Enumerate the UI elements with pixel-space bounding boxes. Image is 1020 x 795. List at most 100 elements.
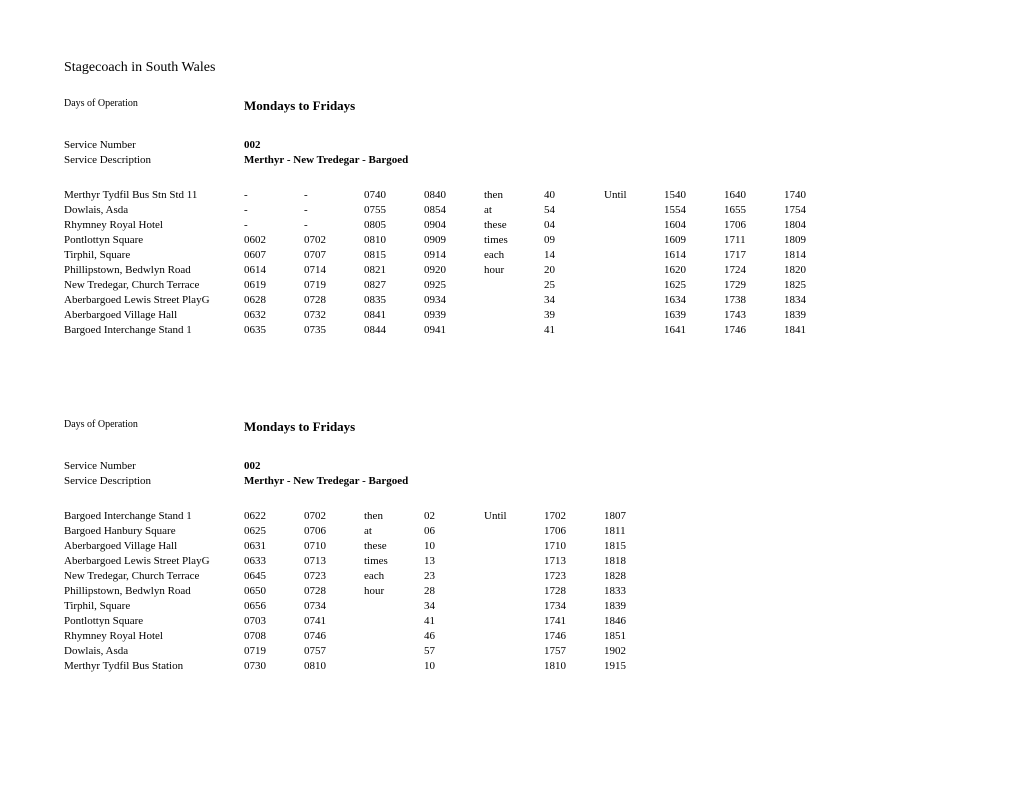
time-cell: 0925 <box>424 279 484 294</box>
time-cell: 1702 <box>544 510 604 525</box>
time-cell: 0625 <box>244 525 304 540</box>
time-cell: - <box>244 189 304 204</box>
time-cell: 41 <box>424 615 484 630</box>
time-cell: 0713 <box>304 555 364 570</box>
time-cell: 25 <box>544 279 604 294</box>
time-cell: Until <box>484 510 544 525</box>
time-cell: these <box>484 219 544 234</box>
time-cell: 1841 <box>784 324 844 339</box>
time-cell: 09 <box>544 234 604 249</box>
time-cell: - <box>244 219 304 234</box>
service-number-label: Service Number <box>64 460 244 472</box>
table-row: New Tredegar, Church Terrace061907190827… <box>64 279 844 294</box>
time-cell: 1828 <box>604 570 664 585</box>
time-cell: 0632 <box>244 309 304 324</box>
time-cell: 1713 <box>544 555 604 570</box>
days-of-operation-label: Days of Operation <box>64 98 244 114</box>
time-cell <box>484 585 544 600</box>
time-cell <box>484 525 544 540</box>
time-cell: 0909 <box>424 234 484 249</box>
service-number-row: Service Number002 <box>64 139 984 151</box>
time-cell: 46 <box>424 630 484 645</box>
time-cell: 0835 <box>364 294 424 309</box>
time-cell: 20 <box>544 264 604 279</box>
days-of-operation-row: Days of OperationMondays to Fridays <box>64 98 984 114</box>
stop-name-cell: Merthyr Tydfil Bus Station <box>64 660 244 675</box>
time-cell: 1743 <box>724 309 784 324</box>
time-cell: 0714 <box>304 264 364 279</box>
time-cell: 0757 <box>304 645 364 660</box>
time-cell: 0746 <box>304 630 364 645</box>
time-cell: 1540 <box>664 189 724 204</box>
table-row: Dowlais, Asda--07550854at54155416551754 <box>64 204 844 219</box>
time-cell: 0723 <box>304 570 364 585</box>
time-cell: - <box>244 204 304 219</box>
timetable-page: Stagecoach in South Wales Days of Operat… <box>0 0 984 795</box>
table-row: Pontlottyn Square070307414117411846 <box>64 615 664 630</box>
stop-name-cell: Aberbargoed Village Hall <box>64 309 244 324</box>
time-cell: 1711 <box>724 234 784 249</box>
time-cell: 0732 <box>304 309 364 324</box>
time-cell: 1655 <box>724 204 784 219</box>
time-cell: 1734 <box>544 600 604 615</box>
time-cell <box>364 615 424 630</box>
time-cell: 1811 <box>604 525 664 540</box>
stop-name-cell: Rhymney Royal Hotel <box>64 630 244 645</box>
time-cell: each <box>364 570 424 585</box>
timetable-section: Days of OperationMondays to FridaysServi… <box>64 419 984 675</box>
time-cell: 0854 <box>424 204 484 219</box>
table-row: Phillipstown, Bedwlyn Road06500728hour28… <box>64 585 664 600</box>
time-cell: 0730 <box>244 660 304 675</box>
time-cell: 0710 <box>304 540 364 555</box>
table-row: Bargoed Hanbury Square06250706at06170618… <box>64 525 664 540</box>
time-cell: 1815 <box>604 540 664 555</box>
time-cell: - <box>304 219 364 234</box>
table-row: Merthyr Tydfil Bus Stn Std 11--07400840t… <box>64 189 844 204</box>
time-cell: 1710 <box>544 540 604 555</box>
table-row: Bargoed Interchange Stand 106220702then0… <box>64 510 664 525</box>
time-cell: 1818 <box>604 555 664 570</box>
sections-container: Days of OperationMondays to Fridays Servi… <box>64 98 984 675</box>
time-cell: 0841 <box>364 309 424 324</box>
table-row: Aberbargoed Village Hall0632073208410939… <box>64 309 844 324</box>
time-cell: 1746 <box>544 630 604 645</box>
time-cell <box>364 645 424 660</box>
stop-name-cell: Aberbargoed Lewis Street PlayG <box>64 294 244 309</box>
time-cell: 0728 <box>304 585 364 600</box>
time-cell: then <box>484 189 544 204</box>
stop-name-cell: Aberbargoed Village Hall <box>64 540 244 555</box>
time-cell: 1738 <box>724 294 784 309</box>
time-cell <box>484 615 544 630</box>
time-cell <box>604 324 664 339</box>
service-description-row: Service DescriptionMerthyr - New Tredega… <box>64 154 984 166</box>
time-cell: these <box>364 540 424 555</box>
time-cell: 0619 <box>244 279 304 294</box>
time-cell: 0941 <box>424 324 484 339</box>
time-cell: 0755 <box>364 204 424 219</box>
time-cell: 0628 <box>244 294 304 309</box>
table-row: Tirphil, Square0607070708150914each14161… <box>64 249 844 264</box>
time-cell: 10 <box>424 540 484 555</box>
time-cell <box>604 294 664 309</box>
stop-name-cell: New Tredegar, Church Terrace <box>64 570 244 585</box>
days-of-operation-label: Days of Operation <box>64 419 244 435</box>
time-cell: 0840 <box>424 189 484 204</box>
stop-name-cell: Dowlais, Asda <box>64 204 244 219</box>
time-cell <box>604 264 664 279</box>
time-cell: 14 <box>544 249 604 264</box>
time-cell: 0719 <box>244 645 304 660</box>
time-cell: 1640 <box>724 189 784 204</box>
time-cell: 06 <box>424 525 484 540</box>
time-cell: 1746 <box>724 324 784 339</box>
time-cell <box>484 630 544 645</box>
stop-name-cell: Rhymney Royal Hotel <box>64 219 244 234</box>
time-cell: 1851 <box>604 630 664 645</box>
time-cell <box>484 309 544 324</box>
time-cell: 0650 <box>244 585 304 600</box>
time-cell <box>604 219 664 234</box>
service-description-value: Merthyr - New Tredegar - Bargoed <box>244 154 408 166</box>
time-cell: each <box>484 249 544 264</box>
stop-name-cell: Dowlais, Asda <box>64 645 244 660</box>
time-cell: 0939 <box>424 309 484 324</box>
time-cell: 1754 <box>784 204 844 219</box>
